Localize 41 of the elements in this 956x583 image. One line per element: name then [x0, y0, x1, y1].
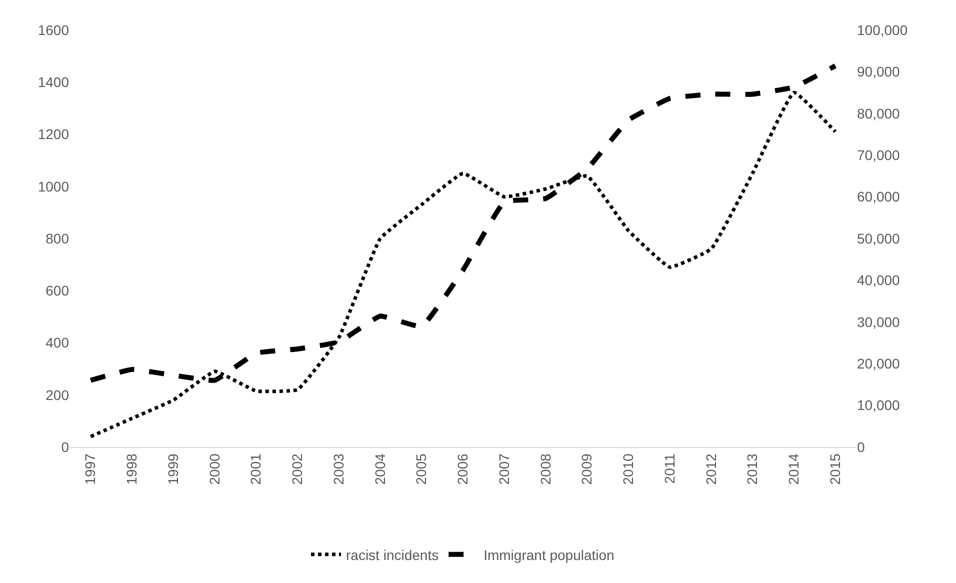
y-tick-label: 1400: [38, 74, 70, 90]
y2-tick-label: 90,000: [857, 64, 900, 80]
x-tick-label: 2013: [744, 453, 760, 485]
y2-tick-label: 50,000: [857, 230, 900, 246]
x-tick-label: 1999: [164, 453, 181, 485]
y2-tick-label: 0: [857, 438, 865, 455]
y2-tick-label: 40,000: [857, 272, 900, 288]
x-tick-label: 2000: [206, 453, 222, 485]
x-tick-label: 2011: [661, 453, 678, 484]
x-tick-label: 2012: [702, 453, 719, 485]
y-tick-label: 400: [46, 334, 70, 351]
x-tick-label: 2009: [578, 453, 595, 485]
x-tick-label: 2014: [786, 453, 802, 485]
y-tick-label: 600: [46, 282, 70, 299]
x-tick-label: 2010: [620, 453, 636, 485]
y2-tick-label: 100,000: [857, 22, 908, 38]
y-tick-label: 0: [61, 438, 70, 455]
x-tick-label: 1998: [124, 453, 140, 485]
x-tick-label: 2008: [537, 453, 554, 485]
y2-tick-label: 70,000: [857, 147, 900, 163]
x-tick-label: 2001: [248, 453, 264, 485]
y2-tick-label: 10,000: [857, 397, 900, 414]
y2-tick-label: 60,000: [857, 188, 900, 205]
y2-tick-label: 30,000: [857, 314, 900, 330]
x-tick-label: 2004: [372, 453, 388, 485]
y-tick-label: 1600: [38, 22, 70, 38]
x-tick-label: 2005: [413, 453, 430, 485]
y2-tick-label: 80,000: [857, 105, 900, 122]
legend-label: racist incidents: [346, 546, 439, 563]
y-tick-label: 800: [46, 230, 70, 246]
legend-label: Immigrant population: [484, 546, 614, 563]
x-tick-label: 2003: [330, 453, 346, 485]
y2-tick-label: 20,000: [857, 356, 900, 372]
y-tick-label: 1000: [38, 178, 70, 194]
x-tick-label: 2006: [454, 453, 471, 485]
x-tick-label: 2007: [496, 453, 512, 485]
y-tick-label: 1200: [38, 126, 70, 142]
x-tick-label: 2002: [289, 453, 306, 485]
y-tick-label: 200: [46, 386, 70, 403]
x-tick-label: 2015: [826, 453, 843, 485]
x-tick-label: 1997: [82, 453, 98, 485]
